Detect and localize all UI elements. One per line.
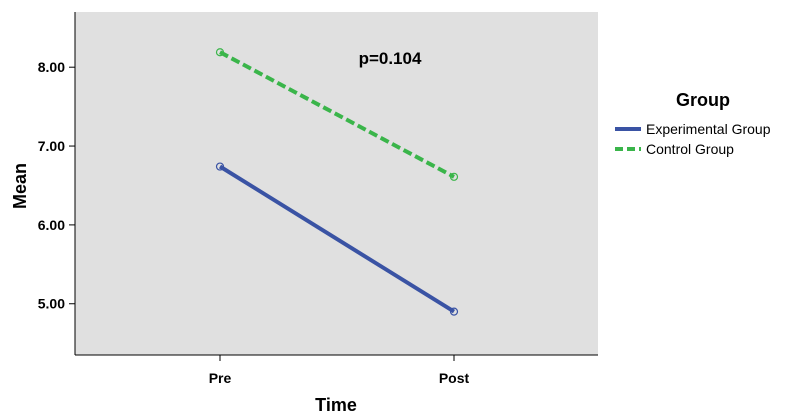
y-tick-label: 7.00: [38, 138, 65, 154]
data-point-experimental-group-pre: [215, 162, 225, 171]
y-tick-label: 8.00: [38, 59, 65, 75]
legend-label: Experimental Group: [646, 121, 771, 137]
p-value-annotation: p=0.104: [359, 49, 422, 68]
y-axis-ticks: 5.00 6.00 7.00 8.00: [38, 59, 75, 312]
legend-label: Control Group: [646, 141, 734, 157]
data-point-control-group-post: [449, 172, 459, 181]
x-tick-label: Post: [439, 370, 470, 386]
plot-area: [75, 12, 598, 355]
legend-title: Group: [676, 90, 730, 110]
series-line-experimental-group: [218, 164, 456, 314]
data-point-experimental-group-post: [449, 307, 459, 316]
y-tick-label: 5.00: [38, 296, 65, 312]
y-tick-label: 6.00: [38, 217, 65, 233]
x-axis-ticks: Pre Post: [209, 355, 470, 386]
x-axis-label: Time: [315, 395, 357, 413]
x-tick-label: Pre: [209, 370, 232, 386]
series-line-control-group: [219, 50, 455, 179]
data-point-control-group-pre: [215, 48, 225, 57]
legend: Experimental Group Control Group: [615, 121, 771, 157]
y-axis-label: Mean: [10, 163, 30, 209]
series-layer: [215, 48, 459, 316]
